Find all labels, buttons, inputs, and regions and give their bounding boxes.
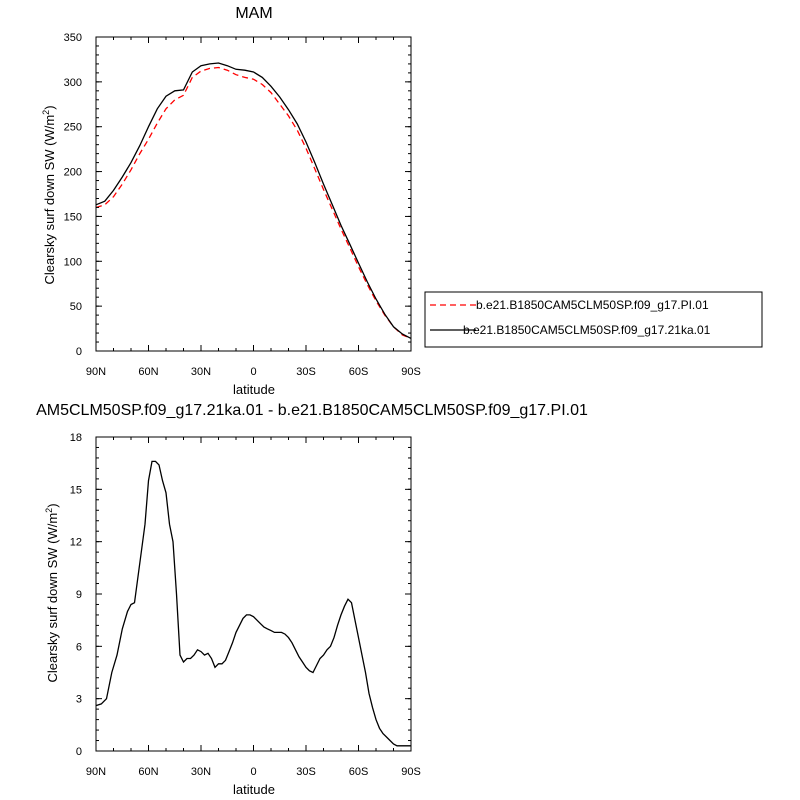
bottom-series-line-0 (95, 460, 411, 747)
bottom-y-label-end: ) (45, 503, 60, 507)
bottom-chart-y-axis-label: Clearsky surf down SW (W/m2) (44, 503, 60, 682)
top-y-label-sup: 2 (41, 110, 51, 115)
top-chart-title: MAM (235, 5, 272, 22)
top-y-tick-label: 100 (64, 256, 82, 268)
bottom-chart-series-group (95, 460, 411, 747)
top-x-tick-label: 60N (138, 366, 158, 378)
bottom-x-tick-label: 90N (86, 766, 106, 778)
top-y-tick-label: 150 (64, 211, 82, 223)
bottom-y-tick-label: 12 (70, 537, 82, 549)
top-y-label-end: ) (42, 105, 57, 109)
top-chart-panel: MAM 90N 60N 30N 0 30S 60S 90S 0 50 100 150 200 250 30… (41, 5, 421, 397)
bottom-y-tick-label: 18 (70, 432, 82, 444)
top-y-tick-label: 50 (70, 301, 82, 313)
legend-label-21ka: b.e21.B1850CAM5CLM50SP.f09_g17.21ka.01 (463, 323, 711, 337)
top-x-tick-label: 60S (349, 366, 369, 378)
bottom-plot-frame (95, 436, 412, 752)
top-chart-series-group (95, 62, 412, 340)
top-y-tick-label: 350 (64, 32, 82, 44)
bottom-y-tick-label: 15 (70, 484, 82, 496)
bottom-x-tick-label: 30N (191, 766, 211, 778)
top-x-tick-label: 0 (250, 366, 256, 378)
top-chart-x-axis-label: latitude (233, 382, 275, 397)
bottom-chart-title: AM5CLM50SP.f09_g17.21ka.01 - b.e21.B1850… (36, 402, 588, 419)
bottom-y-label-main: Clearsky surf down SW (W/m (45, 513, 60, 683)
bottom-chart-x-axis-label: latitude (233, 782, 275, 797)
top-y-tick-label: 300 (64, 77, 82, 89)
top-y-tick-label: 250 (64, 122, 82, 134)
legend-box (424, 291, 763, 348)
bottom-y-tick-label: 3 (76, 694, 82, 706)
bottom-chart-axes: 90N 60N 30N 0 30S 60S 90S 0 3 6 9 12 15 18 (70, 432, 421, 778)
top-series-line-1 (95, 62, 412, 339)
legend-label-pi: b.e21.B1850CAM5CLM50SP.f09_g17.PI.01 (476, 298, 709, 312)
bottom-y-tick-label: 0 (76, 746, 82, 758)
bottom-x-tick-label: 60S (349, 766, 369, 778)
top-plot-frame (95, 36, 412, 352)
top-chart-axes: 90N 60N 30N 0 30S 60S 90S 0 50 100 150 200 250 300 350 (64, 32, 421, 378)
top-y-tick-label: 200 (64, 167, 82, 179)
legend: b.e21.B1850CAM5CLM50SP.f09_g17.PI.01 b.e… (424, 291, 763, 348)
top-y-tick-label: 0 (76, 346, 82, 358)
bottom-y-tick-label: 6 (76, 641, 82, 653)
bottom-y-label-sup: 2 (44, 508, 54, 513)
bottom-y-tick-label: 9 (76, 589, 82, 601)
bottom-chart-panel: AM5CLM50SP.f09_g17.21ka.01 - b.e21.B1850… (36, 402, 588, 797)
top-x-tick-label: 90S (401, 366, 421, 378)
top-x-tick-label: 30S (296, 366, 316, 378)
bottom-x-tick-label: 90S (401, 766, 421, 778)
bottom-x-tick-label: 60N (138, 766, 158, 778)
top-y-label-main: Clearsky surf down SW (W/m (42, 115, 57, 285)
top-x-tick-label: 90N (86, 366, 106, 378)
top-series-line-0 (95, 66, 412, 340)
bottom-x-tick-label: 30S (296, 766, 316, 778)
bottom-x-tick-label: 0 (250, 766, 256, 778)
top-x-tick-label: 30N (191, 366, 211, 378)
top-chart-y-axis-label: Clearsky surf down SW (W/m2) (41, 105, 57, 284)
